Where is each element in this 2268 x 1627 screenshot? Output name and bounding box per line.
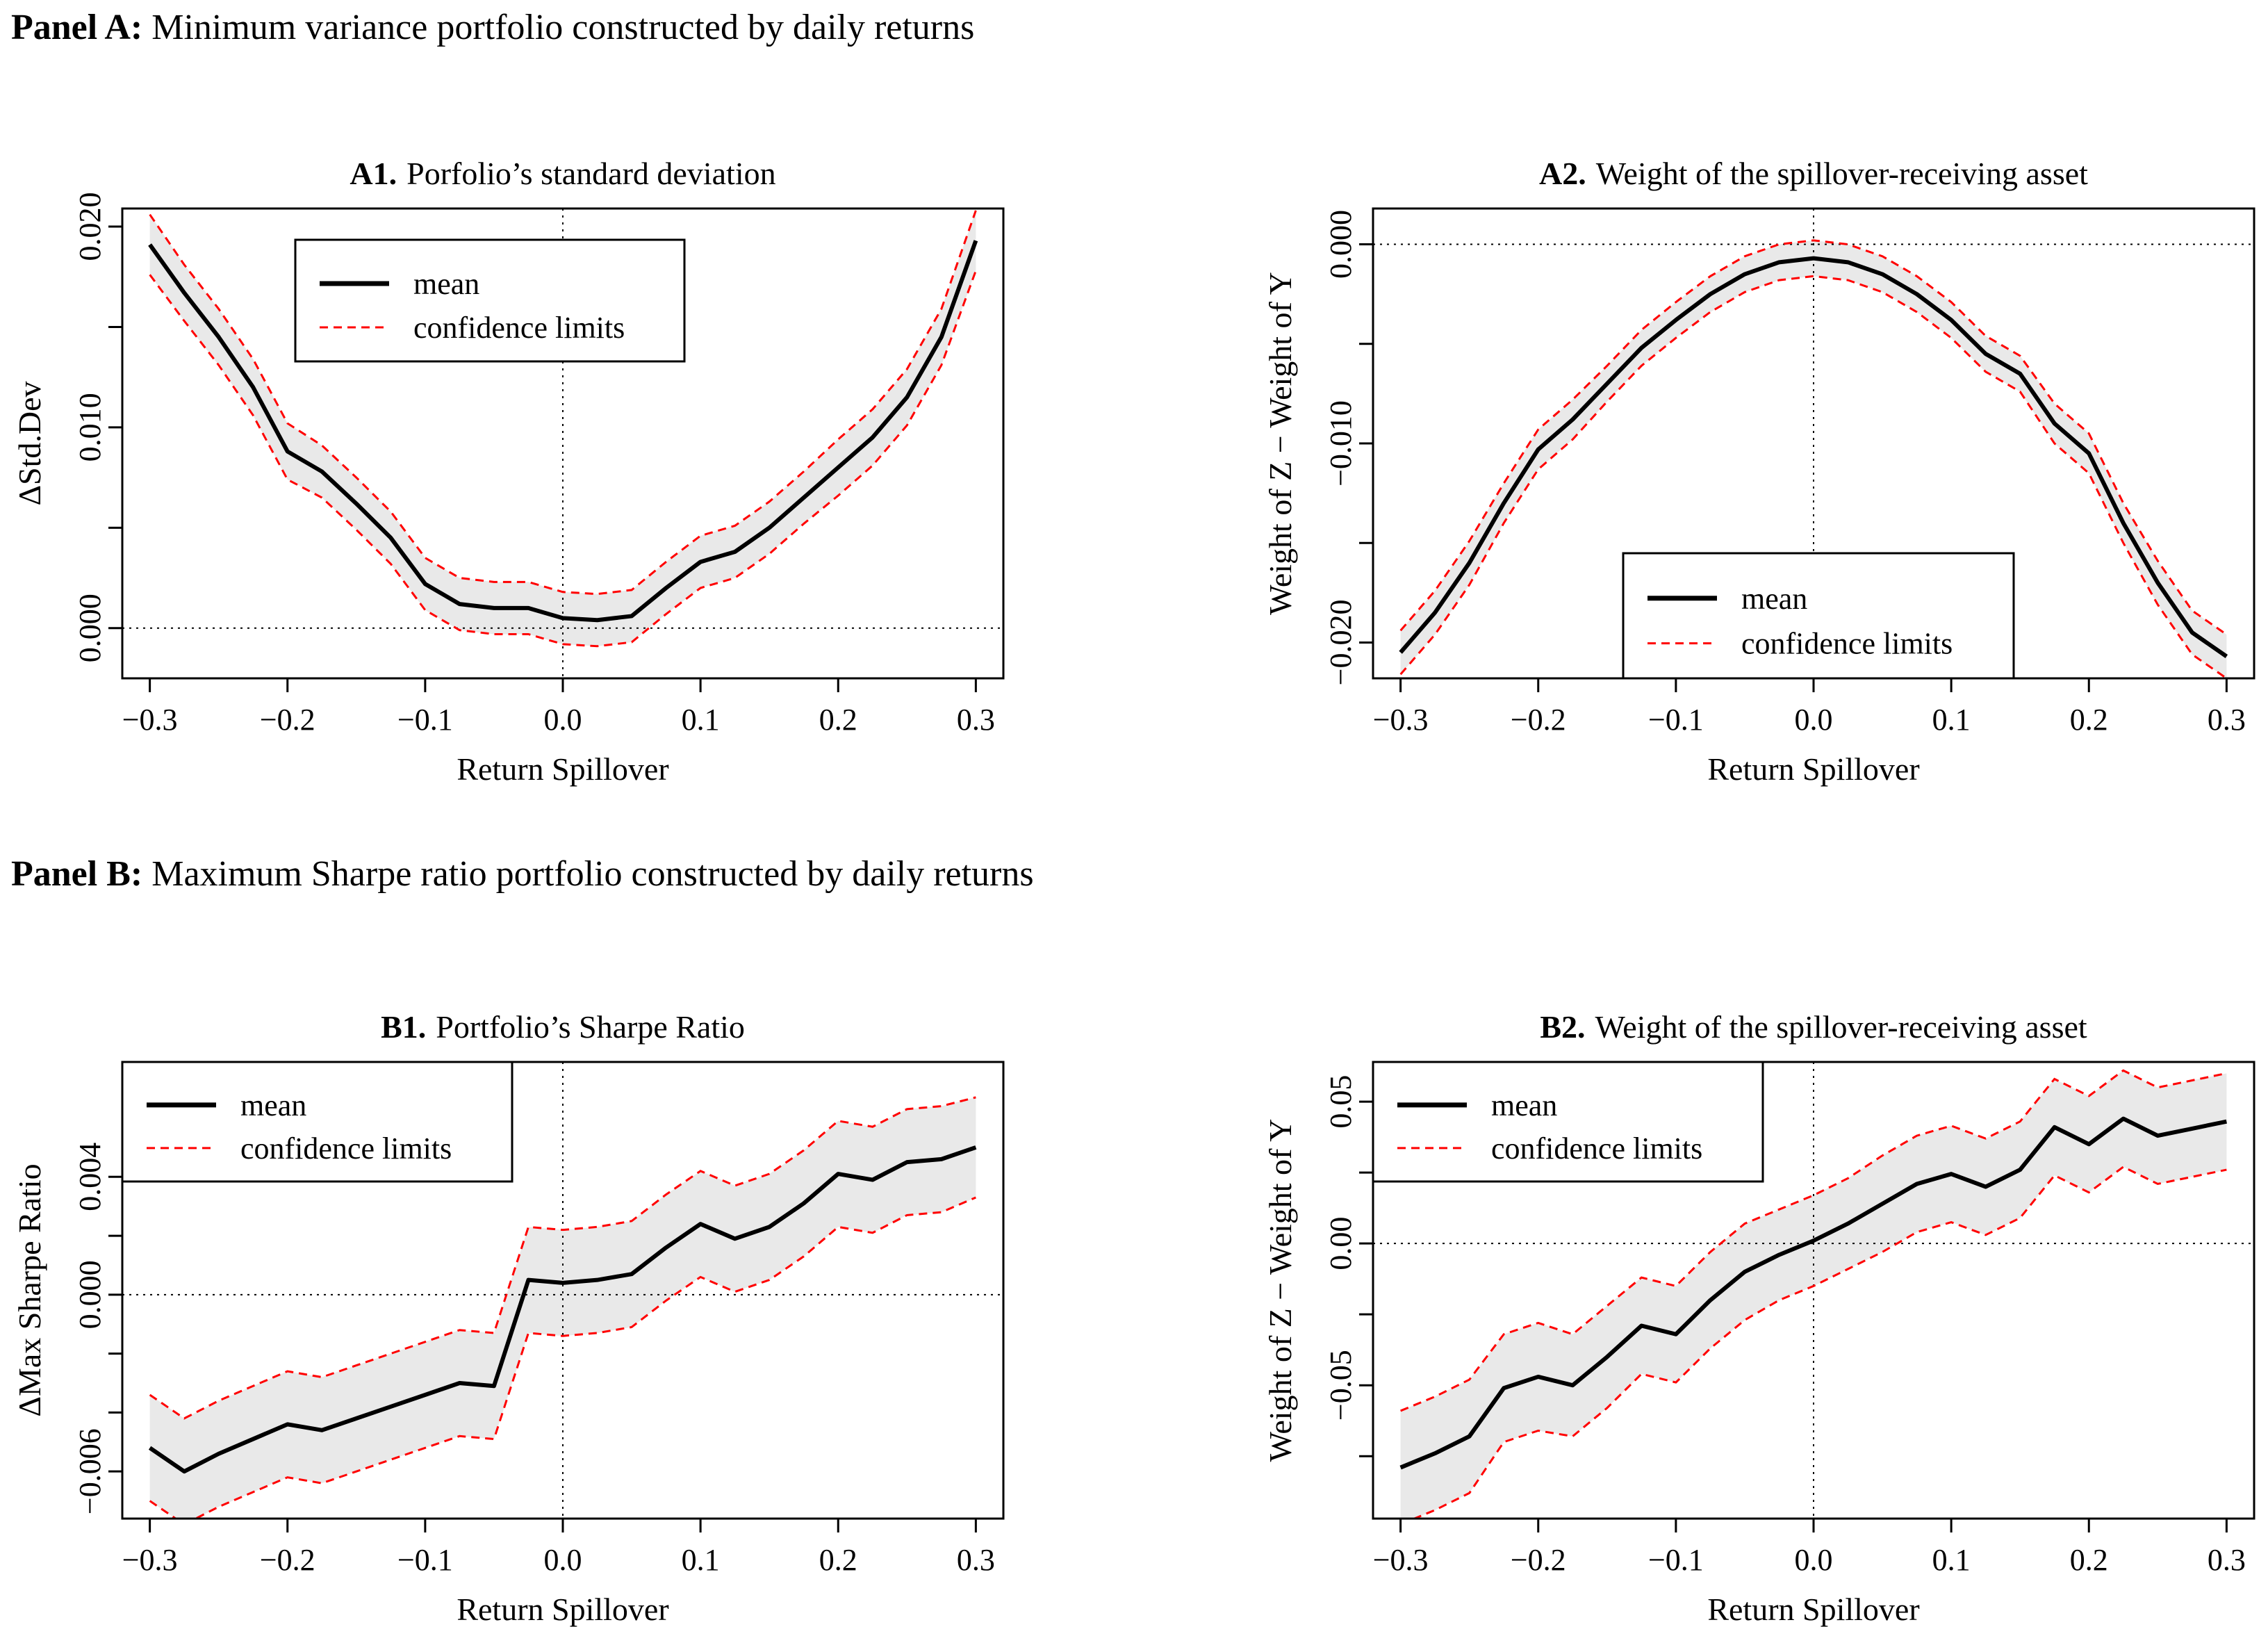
chart-title: A1. Porfolio’s standard deviation: [350, 156, 775, 191]
legend-confidence-label: confidence limits: [413, 311, 625, 345]
x-tick-label: −0.2: [1511, 1543, 1566, 1577]
x-tick-label: 0.2: [819, 1543, 857, 1577]
panel-a-heading: Panel A: Minimum variance portfolio cons…: [11, 7, 974, 48]
confidence-upper-line: [1399, 239, 2228, 636]
confidence-upper-line: [149, 1096, 976, 1420]
x-tick-label: 0.2: [819, 703, 857, 737]
x-tick-label: −0.1: [397, 1543, 453, 1577]
x-tick-label: −0.1: [397, 703, 453, 737]
x-tick-label: −0.2: [260, 1543, 315, 1577]
chart-a1-portfolio-std-dev: −0.3 −0.2 −0.1 0.0 0.1 0.2 0.3 0.000 0.010 0.020 A…: [12, 156, 1005, 787]
x-tick-label: 0.3: [2208, 703, 2246, 737]
confidence-lower-line: [1411, 1166, 2227, 1519]
mean-line: [148, 240, 978, 623]
legend-mean-label: mean: [240, 1088, 306, 1122]
legend-confidence-label: confidence limits: [240, 1131, 452, 1166]
x-tick-label: 0.2: [2070, 703, 2108, 737]
legend-confidence-label: confidence limits: [1491, 1131, 1702, 1166]
x-tick-label: 0.3: [957, 703, 995, 737]
x-tick-label: −0.1: [1648, 1543, 1704, 1577]
x-tick-label: −0.2: [260, 703, 315, 737]
x-axis-label: Return Spillover: [1707, 1592, 1919, 1627]
x-tick-label: 0.3: [2208, 1543, 2246, 1577]
legend-box: [294, 238, 686, 363]
chart-a2-weight-spillover-asset: −0.3 −0.2 −0.1 0.0 0.1 0.2 0.3 0.000 −0.010 −0.02…: [1263, 156, 2255, 787]
panel-a-heading-bold: Panel A:: [11, 8, 143, 47]
chart-title: A2. Weight of the spillover-receiving ass…: [1539, 156, 2088, 191]
x-tick-label: −0.2: [1511, 703, 1566, 737]
legend-mean-label: mean: [1491, 1088, 1557, 1122]
y-axis-label: Weight of Z − Weight of Y: [1263, 1119, 1298, 1462]
legend-confidence-label: confidence limits: [1741, 627, 1953, 661]
x-tick-label: 0.1: [1932, 1543, 1971, 1577]
x-tick-label: −0.3: [1373, 703, 1429, 737]
x-tick-label: 0.2: [2070, 1543, 2108, 1577]
x-axis-label: Return Spillover: [1707, 751, 1919, 787]
y-tick-label: 0.000: [1324, 210, 1358, 279]
mean-line: [1399, 256, 2228, 658]
legend-box: [1622, 552, 2015, 680]
y-axis-label: Weight of Z − Weight of Y: [1263, 272, 1298, 615]
confidence-lower-line: [149, 1196, 976, 1519]
x-tick-label: 0.3: [957, 1543, 995, 1577]
panel-b-heading-bold: Panel B:: [11, 854, 143, 894]
y-tick-label: −0.05: [1324, 1350, 1358, 1421]
chart-title: B1. Portfolio’s Sharpe Ratio: [381, 1009, 745, 1045]
y-axis-label: ΔStd.Dev: [12, 381, 47, 505]
confidence-band: [149, 1097, 976, 1519]
panel-a-heading-rest: Minimum variance portfolio constructed b…: [142, 8, 975, 47]
chart-b2-weight-spillover-asset: −0.3 −0.2 −0.1 0.0 0.1 0.2 0.3 0.05 0.00 −0.05 B2.…: [1263, 1009, 2255, 1627]
y-tick-label: 0.00: [1324, 1217, 1358, 1270]
legend-mean-label: mean: [1741, 582, 1807, 616]
y-tick-label: −0.020: [1324, 600, 1358, 686]
y-tick-label: 0.05: [1324, 1075, 1358, 1129]
panel-b-heading: Panel B: Maximum Sharpe ratio portfolio …: [11, 853, 1034, 894]
x-tick-label: 0.0: [1795, 703, 1833, 737]
y-tick-label: 0.004: [73, 1143, 107, 1211]
y-tick-label: −0.006: [73, 1428, 107, 1514]
legend-box: [121, 1061, 513, 1183]
y-tick-label: 0.020: [73, 193, 107, 261]
confidence-upper-line: [1400, 1069, 2227, 1412]
chart-b1-sharpe-ratio: −0.3 −0.2 −0.1 0.0 0.1 0.2 0.3 0.004 0.000 −0.006…: [12, 1009, 1005, 1627]
x-tick-label: 0.1: [1932, 703, 1971, 737]
x-tick-label: 0.0: [544, 703, 582, 737]
y-axis-label: ΔMax Sharpe Ratio: [12, 1163, 47, 1416]
x-tick-label: −0.3: [122, 1543, 178, 1577]
y-tick-label: 0.000: [73, 1260, 107, 1329]
x-tick-label: 0.1: [682, 1543, 720, 1577]
x-tick-label: 0.0: [544, 1543, 582, 1577]
legend-mean-label: mean: [413, 267, 479, 301]
x-tick-label: 0.1: [682, 703, 720, 737]
x-tick-label: −0.3: [1373, 1543, 1429, 1577]
x-tick-label: −0.3: [122, 703, 178, 737]
x-tick-label: 0.0: [1795, 1543, 1833, 1577]
y-tick-label: 0.000: [73, 594, 107, 662]
mean-line: [148, 1145, 977, 1474]
y-tick-label: 0.010: [73, 393, 107, 461]
x-axis-label: Return Spillover: [457, 1592, 668, 1627]
chart-title: B2. Weight of the spillover-receiving ass…: [1540, 1009, 2087, 1045]
y-tick-label: −0.010: [1324, 400, 1358, 487]
confidence-band: [149, 210, 976, 646]
x-axis-label: Return Spillover: [457, 751, 668, 787]
legend-box: [1372, 1061, 1764, 1183]
confidence-upper-line: [149, 210, 977, 596]
panel-b-heading-rest: Maximum Sharpe ratio portfolio construct…: [142, 854, 1034, 894]
x-tick-label: −0.1: [1648, 703, 1704, 737]
confidence-lower-line: [149, 270, 977, 648]
mean-line: [1399, 1116, 2227, 1470]
